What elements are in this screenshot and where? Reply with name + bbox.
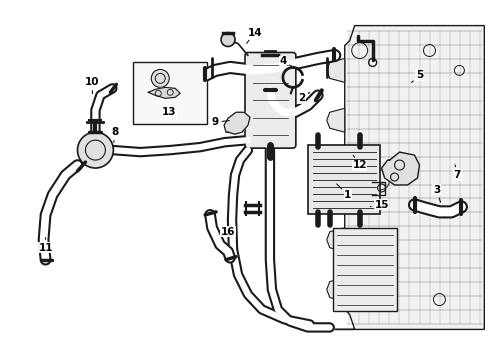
Polygon shape [327, 278, 345, 302]
Text: 6: 6 [0, 359, 1, 360]
Circle shape [221, 32, 235, 46]
Polygon shape [327, 228, 345, 252]
Circle shape [151, 69, 169, 87]
Polygon shape [327, 58, 345, 82]
Polygon shape [382, 152, 419, 185]
Polygon shape [335, 26, 484, 329]
FancyBboxPatch shape [245, 53, 296, 148]
Polygon shape [327, 168, 345, 192]
Text: 16: 16 [221, 227, 235, 237]
Text: 9: 9 [212, 117, 229, 127]
Text: 4: 4 [279, 57, 295, 68]
Text: 2: 2 [298, 92, 310, 103]
Polygon shape [224, 112, 250, 134]
Text: 15: 15 [370, 200, 389, 210]
Circle shape [77, 132, 113, 168]
Text: 12: 12 [352, 156, 367, 170]
FancyBboxPatch shape [333, 228, 396, 311]
Text: 3: 3 [433, 185, 441, 202]
Text: 14: 14 [246, 28, 262, 43]
Text: 7: 7 [454, 165, 461, 180]
Text: 8: 8 [112, 127, 119, 143]
Polygon shape [148, 87, 180, 98]
Text: 10: 10 [85, 77, 99, 94]
FancyBboxPatch shape [133, 62, 207, 124]
Text: 1: 1 [337, 184, 351, 200]
Text: 13: 13 [162, 107, 176, 117]
Text: 5: 5 [412, 71, 423, 82]
Text: 11: 11 [38, 238, 53, 253]
Polygon shape [327, 108, 345, 132]
FancyBboxPatch shape [308, 145, 380, 214]
